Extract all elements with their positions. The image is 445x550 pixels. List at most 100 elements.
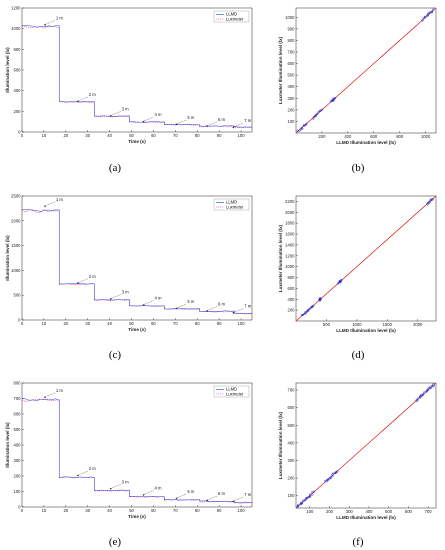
panel-label-c: (c): [108, 349, 122, 361]
panel-label-e: (e): [108, 536, 122, 548]
x-tick-label: 80: [195, 133, 200, 138]
x-tick-label: 300: [346, 509, 354, 514]
x-tick-label: 0: [21, 321, 24, 326]
y-tick-label: 200: [288, 107, 296, 112]
data-point: [428, 11, 431, 14]
x-tick-label: 60: [151, 321, 156, 326]
data-point: [309, 494, 312, 498]
data-point: [421, 393, 425, 396]
y-axis-label: Illumination level (lx): [5, 235, 10, 281]
y-axis-label: Illumination level (lx): [5, 422, 10, 468]
y-tick-label: 1000: [11, 26, 21, 31]
y-tick-label: 500: [288, 73, 296, 78]
x-tick-label: 70: [173, 133, 178, 138]
x-tick-label: 500: [323, 322, 331, 327]
legend-box: [213, 10, 250, 23]
y-tick-label: 300: [288, 458, 296, 463]
annotation-label: 5 m: [187, 299, 194, 304]
x-tick-label: 20: [63, 321, 68, 326]
x-tick-label: 10: [42, 321, 47, 326]
y-tick-label: 600: [288, 405, 296, 410]
data-point: [304, 312, 307, 315]
annotation-arrow: [206, 495, 218, 501]
x-tick-label: 2000: [413, 322, 423, 327]
series-llmd: [21, 209, 253, 314]
series-luxmeter: [21, 24, 253, 129]
x-axis-label: Time (s): [128, 139, 146, 144]
y-tick-label: 1000: [285, 15, 295, 20]
y-tick-label: 600: [288, 286, 296, 291]
annotation-label: 4 m: [154, 112, 161, 117]
y-tick-label: 200: [288, 308, 296, 313]
x-tick-label: 50: [129, 133, 134, 138]
data-point: [300, 126, 303, 129]
y-tick-label: 1000: [11, 268, 21, 273]
plot-frame: [21, 382, 253, 508]
y-tick-label: 400: [14, 88, 22, 93]
data-point: [426, 203, 429, 206]
annotation-label: 3 m: [122, 106, 129, 111]
y-tick-label: 100: [288, 119, 296, 124]
annotation-arrow: [206, 121, 218, 126]
annotation-label: 7 m: [244, 492, 251, 497]
time-series-chart-c: 0 10 20 30 40 50 60 70 80 90 100050010001500200025…: [5, 194, 253, 332]
x-tick-label: 30: [85, 133, 90, 138]
annotation-arrow: [206, 306, 218, 311]
annotation-label: 4 m: [154, 486, 161, 491]
data-point: [305, 122, 308, 126]
x-tick-label: 100: [238, 508, 246, 513]
x-axis-label: LLMD Illumination level (lx): [336, 515, 396, 520]
data-point: [307, 308, 310, 311]
annotation-arrowhead: [43, 24, 47, 26]
y-tick-label: 200: [288, 476, 296, 481]
annotation-label: 5 m: [187, 115, 194, 120]
x-tick-label: 80: [195, 321, 200, 326]
data-point: [301, 313, 305, 317]
annotation-arrow: [44, 201, 55, 207]
legend-label-luxmeter: Luxmeter: [226, 16, 244, 21]
x-tick-label: 400: [365, 509, 373, 514]
annotation-arrowhead: [206, 499, 209, 502]
annotation-label: 3 m: [122, 290, 129, 295]
y-tick-label: 2200: [285, 199, 295, 204]
y-tick-label: 1500: [11, 243, 21, 248]
annotation-arrowhead: [76, 282, 79, 285]
panel-label-d: (d): [351, 349, 365, 361]
annotation-arrow: [44, 392, 55, 398]
data-point: [424, 15, 427, 19]
annotation-arrow: [233, 496, 244, 502]
y-tick-label: 0: [18, 318, 21, 323]
scatter-chart-f: 100 200 300 400 500 600 700 100 200 300 400 500 600 7…: [278, 382, 437, 520]
y-tick-label: 100: [288, 493, 296, 498]
annotation-arrow: [77, 471, 88, 476]
x-tick-label: 100: [306, 509, 314, 514]
legend-label-llmd: LLMD: [226, 387, 237, 392]
x-axis-label: LLMD Illumination level (lx): [336, 140, 396, 145]
y-tick-label: 700: [14, 396, 22, 401]
y-tick-label: 300: [288, 96, 296, 101]
y-tick-label: 2500: [11, 194, 21, 199]
x-tick-label: 70: [173, 508, 178, 513]
data-point: [429, 386, 432, 390]
x-tick-label: 100: [238, 321, 246, 326]
annotation-arrowhead: [175, 307, 178, 310]
data-point: [311, 493, 314, 496]
x-tick-label: 90: [217, 133, 222, 138]
time-series-chart-e: 0 10 20 30 40 50 60 70 80 90 100010020030040050060…: [5, 381, 253, 519]
annotation-arrowhead: [232, 500, 235, 503]
y-tick-label: 1800: [285, 221, 295, 226]
annotation-arrowhead: [175, 497, 178, 500]
data-point: [312, 304, 315, 308]
x-tick-label: 800: [396, 134, 404, 139]
legend-label-luxmeter: Luxmeter: [226, 204, 244, 209]
y-tick-label: 200: [14, 474, 22, 479]
annotation-arrow: [176, 119, 187, 125]
x-tick-label: 60: [151, 508, 156, 513]
data-point: [300, 501, 304, 504]
panel-label-f: (f): [352, 536, 364, 548]
annotation-label: 2 m: [89, 466, 96, 471]
y-tick-label: 500: [14, 427, 22, 432]
y-tick-label: 600: [14, 68, 22, 73]
data-point: [317, 111, 320, 114]
annotation-arrow: [233, 308, 244, 313]
